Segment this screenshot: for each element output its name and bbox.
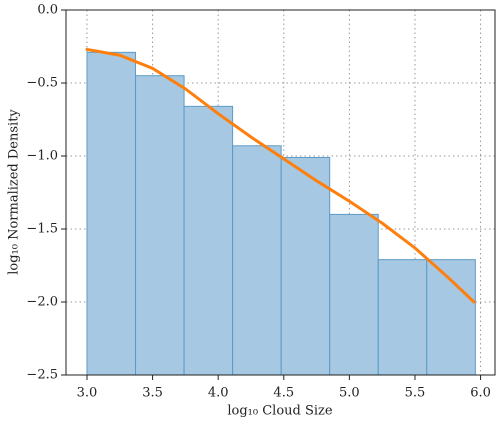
y-tick-label: −1.0 [26,149,58,164]
x-tick-label: 6.0 [470,386,491,401]
histogram-bar [280,156,331,376]
x-tick-label: 4.5 [273,386,294,401]
y-axis-title: log₁₀ Normalized Density [7,109,22,275]
y-tick-label: −0.5 [26,76,58,91]
x-tick-label: 4.0 [208,386,229,401]
histogram-bar [135,75,185,376]
y-tick-label: −1.5 [26,222,58,237]
x-tick-label: 5.0 [339,386,360,401]
fit-line [85,47,476,304]
x-tick-label: 5.5 [405,386,426,401]
x-tick-label: 3.0 [77,386,98,401]
y-tick-label: −2.0 [26,295,58,310]
x-axis-title: log₁₀ Cloud Size [227,404,333,419]
histogram-bar [426,259,476,376]
histogram-bar [329,213,379,376]
y-tick-label: 0.0 [37,3,58,18]
histogram-bar [183,105,234,376]
histogram-bar [377,259,428,376]
histogram-bar [232,145,282,376]
x-tick-label: 3.5 [142,386,163,401]
y-tick-label: −2.5 [26,368,58,383]
histogram-bar [86,51,137,376]
plot-frame [65,9,496,376]
